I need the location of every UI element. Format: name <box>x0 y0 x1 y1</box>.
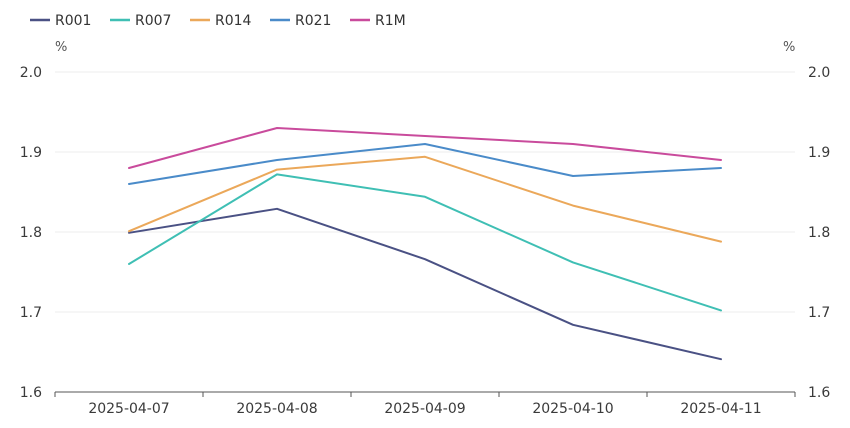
legend-label[interactable]: R1M <box>375 13 406 29</box>
right-axis-unit: % <box>783 40 795 55</box>
y-axis-right: 1.6 1.7 1.8 1.9 2.0 <box>808 65 830 401</box>
y-tick-label-left: 1.9 <box>20 145 42 161</box>
y-tick-label-right: 1.7 <box>808 305 830 321</box>
series-line-r001[interactable] <box>128 207 722 361</box>
grid <box>55 71 795 313</box>
series-line-r1m[interactable] <box>128 127 722 169</box>
series-line-r014[interactable] <box>128 155 722 243</box>
series-line-r021[interactable] <box>128 143 722 185</box>
x-tick-label: 2025-04-07 <box>88 401 169 417</box>
x-tick-label: 2025-04-08 <box>236 401 317 417</box>
legend-label[interactable]: R021 <box>295 13 331 29</box>
y-tick-label-right: 1.9 <box>808 145 830 161</box>
x-tick-label: 2025-04-11 <box>680 401 761 417</box>
x-tick-label: 2025-04-10 <box>532 401 613 417</box>
series-lines <box>128 127 722 361</box>
y-tick-label-right: 1.6 <box>808 385 830 401</box>
series-line-r007[interactable] <box>128 173 722 312</box>
y-tick-label-left: 1.6 <box>20 385 42 401</box>
y-tick-label-right: 1.8 <box>808 225 830 241</box>
legend-label[interactable]: R014 <box>215 13 252 29</box>
y-tick-label-right: 2.0 <box>808 65 830 81</box>
y-tick-label-left: 1.8 <box>20 225 42 241</box>
left-axis-unit: % <box>55 40 67 55</box>
x-tick-label: 2025-04-09 <box>384 401 465 417</box>
legend: R001 R007 R014 R021 R1M <box>30 13 406 29</box>
y-tick-label-left: 2.0 <box>20 65 42 81</box>
legend-label[interactable]: R007 <box>135 13 171 29</box>
y-tick-label-left: 1.7 <box>20 305 42 321</box>
x-axis: 2025-04-07 2025-04-08 2025-04-09 2025-04-10… <box>54 392 796 417</box>
y-axis-left: 1.6 1.7 1.8 1.9 2.0 <box>20 65 42 401</box>
legend-label[interactable]: R001 <box>55 13 91 29</box>
